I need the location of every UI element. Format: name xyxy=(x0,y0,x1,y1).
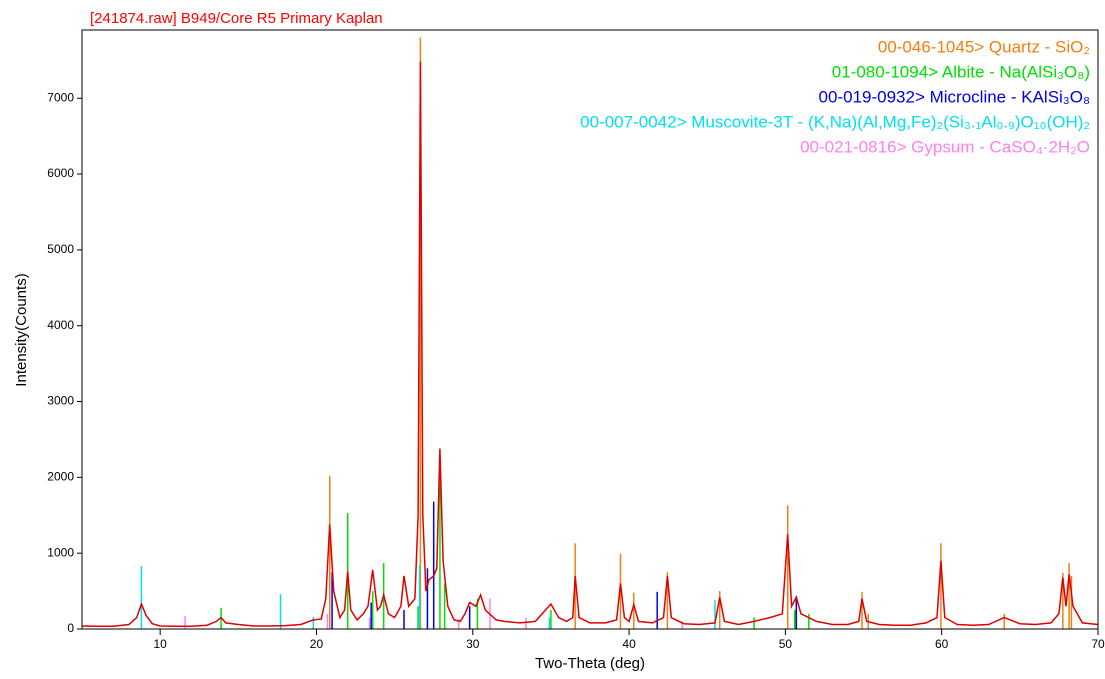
plot-frame xyxy=(81,29,1099,630)
y-tick-label: 4000 xyxy=(47,318,74,332)
x-tick-label: 30 xyxy=(466,637,480,651)
legend-entry: 00-019-0932> Microcline - KAlSi₃O₈ xyxy=(819,87,1090,106)
y-tick-label: 3000 xyxy=(47,394,74,408)
y-tick-label: 2000 xyxy=(47,470,74,484)
x-axis-label: Two-Theta (deg) xyxy=(535,655,645,672)
y-tick-label: 6000 xyxy=(47,166,74,180)
y-axis-label: Intensity(Counts) xyxy=(13,273,30,386)
y-tick-label: 5000 xyxy=(47,242,74,256)
x-tick-label: 40 xyxy=(622,637,636,651)
chart-title: [241874.raw] B949/Core R5 Primary Kaplan xyxy=(90,10,383,27)
y-tick-label: 7000 xyxy=(47,90,74,104)
x-tick-label: 20 xyxy=(310,637,324,651)
y-tick-label: 0 xyxy=(67,621,74,635)
pattern-line xyxy=(81,61,1099,628)
y-tick-label: 1000 xyxy=(47,545,74,559)
legend-entry: 01-080-1094> Albite - Na(AlSi₃O₈) xyxy=(832,62,1090,81)
x-tick-label: 70 xyxy=(1091,637,1105,651)
legend-entry: 00-021-0816> Gypsum - CaSO₄·2H₂O xyxy=(800,137,1090,156)
x-tick-label: 10 xyxy=(153,637,167,651)
legend-entry: 00-007-0042> Muscovite-3T - (K,Na)(Al,Mg… xyxy=(580,112,1090,131)
x-tick-label: 60 xyxy=(935,637,949,651)
legend-entry: 00-046-1045> Quartz - SiO₂ xyxy=(878,37,1090,56)
x-tick-label: 50 xyxy=(779,637,793,651)
